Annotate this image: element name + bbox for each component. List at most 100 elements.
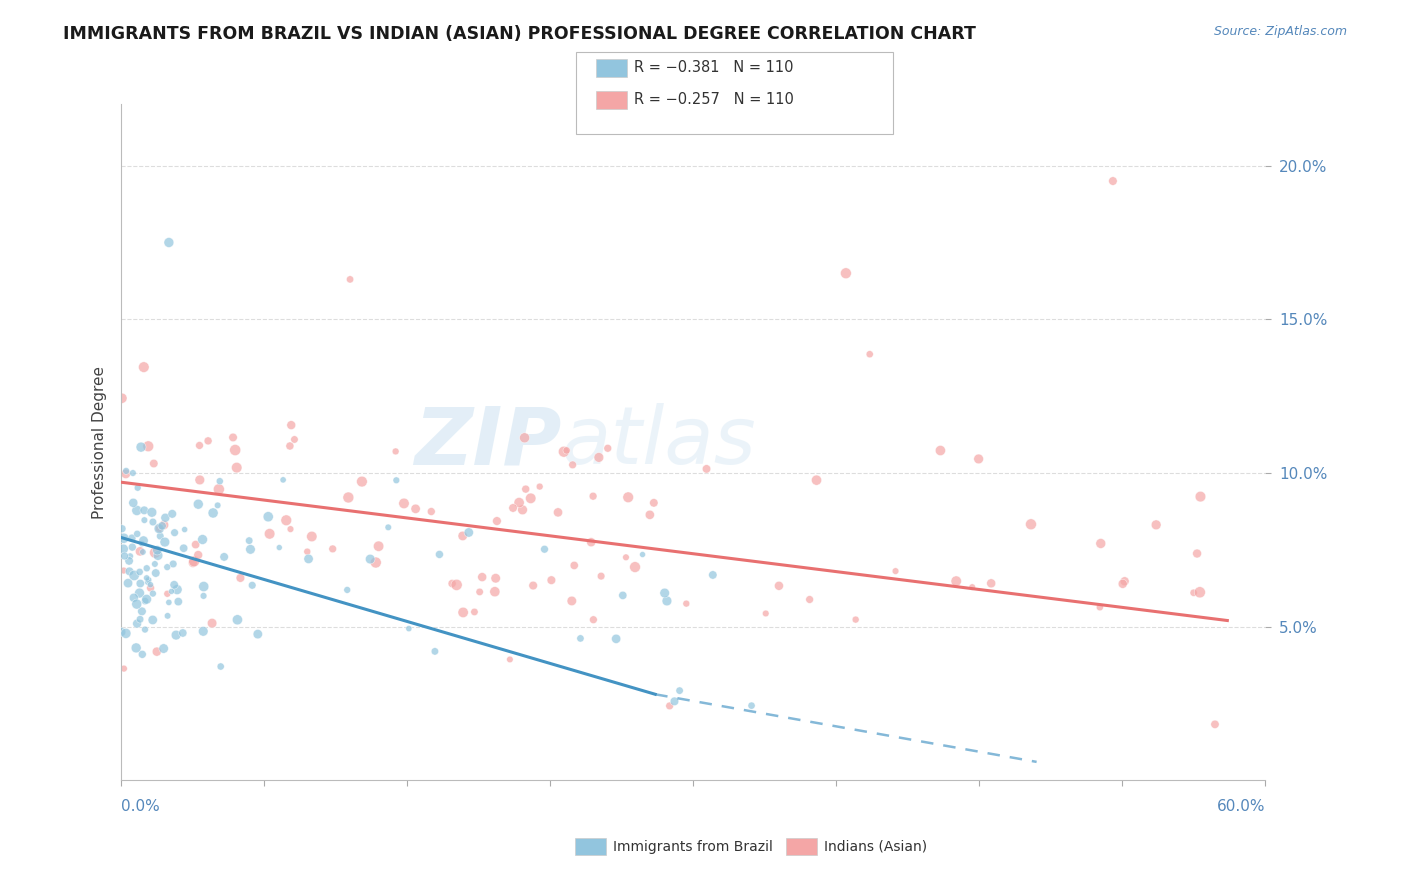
Point: [238, 533, 260, 548]
Point: [513, 431, 536, 445]
Point: [845, 613, 868, 627]
Point: [515, 482, 537, 496]
Point: [631, 548, 654, 562]
Point: [165, 628, 187, 642]
Point: [127, 481, 149, 495]
Y-axis label: Professional Degree: Professional Degree: [93, 366, 107, 519]
Point: [128, 565, 150, 579]
Text: 0.0%: 0.0%: [121, 799, 160, 814]
Point: [553, 444, 575, 458]
Point: [201, 616, 224, 631]
Point: [322, 541, 344, 556]
Point: [229, 571, 252, 585]
Point: [132, 545, 155, 559]
Point: [207, 499, 229, 513]
Point: [131, 604, 153, 618]
Point: [110, 624, 132, 639]
Point: [562, 558, 585, 573]
Text: Source: ZipAtlas.com: Source: ZipAtlas.com: [1213, 25, 1347, 38]
Point: [160, 507, 183, 521]
Point: [181, 556, 204, 570]
Point: [337, 491, 360, 505]
Point: [485, 514, 508, 528]
Point: [1112, 577, 1135, 591]
Point: [129, 612, 152, 626]
Point: [569, 632, 592, 646]
Point: [163, 525, 186, 540]
Point: [125, 597, 148, 611]
Point: [835, 266, 858, 280]
Point: [188, 438, 211, 452]
Point: [212, 549, 235, 564]
Point: [149, 529, 172, 543]
Point: [142, 613, 165, 627]
Point: [499, 652, 522, 666]
Point: [271, 473, 294, 487]
Point: [522, 578, 544, 592]
Point: [225, 460, 247, 475]
Point: [155, 510, 177, 524]
Text: ZIP: ZIP: [415, 403, 562, 482]
Point: [135, 571, 157, 585]
Point: [596, 442, 619, 456]
Point: [806, 473, 828, 487]
Point: [533, 542, 555, 557]
Point: [967, 452, 990, 467]
Point: [768, 579, 790, 593]
Point: [121, 531, 143, 545]
Point: [502, 500, 524, 515]
Point: [451, 606, 474, 620]
Point: [172, 626, 194, 640]
Point: [184, 538, 207, 552]
Point: [112, 531, 135, 545]
Point: [112, 564, 135, 578]
Point: [359, 552, 381, 566]
Point: [136, 575, 159, 590]
Point: [222, 430, 245, 444]
Point: [398, 622, 420, 636]
Point: [638, 508, 661, 522]
Point: [148, 521, 170, 535]
Point: [115, 464, 138, 478]
Point: [191, 533, 214, 547]
Point: [696, 462, 718, 476]
Point: [283, 433, 305, 447]
Point: [143, 557, 166, 571]
Point: [127, 616, 149, 631]
Point: [1102, 174, 1125, 188]
Point: [188, 473, 211, 487]
Point: [624, 560, 647, 574]
Point: [114, 549, 136, 563]
Point: [884, 564, 907, 578]
Text: R = −0.381   N = 110: R = −0.381 N = 110: [634, 61, 793, 75]
Point: [508, 495, 530, 509]
Point: [468, 585, 491, 599]
Point: [702, 568, 724, 582]
Point: [1204, 717, 1226, 731]
Point: [980, 576, 1002, 591]
Point: [960, 580, 983, 594]
Point: [197, 434, 219, 448]
Point: [588, 450, 610, 465]
Point: [446, 578, 468, 592]
Point: [1019, 517, 1042, 532]
Point: [377, 520, 399, 534]
Point: [153, 518, 176, 533]
Point: [420, 504, 443, 518]
Point: [859, 347, 882, 361]
Point: [135, 592, 157, 607]
Point: [276, 513, 298, 527]
Point: [240, 578, 263, 592]
Point: [224, 443, 246, 458]
Point: [146, 543, 169, 558]
Text: IMMIGRANTS FROM BRAZIL VS INDIAN (ASIAN) PROFESSIONAL DEGREE CORRELATION CHART: IMMIGRANTS FROM BRAZIL VS INDIAN (ASIAN)…: [63, 25, 976, 43]
Point: [384, 444, 406, 458]
Point: [1144, 517, 1167, 532]
Point: [132, 533, 155, 548]
Point: [582, 489, 605, 503]
Point: [131, 536, 153, 550]
Text: R = −0.257   N = 110: R = −0.257 N = 110: [634, 93, 794, 107]
Point: [112, 662, 135, 676]
Point: [741, 698, 763, 713]
Point: [141, 505, 163, 519]
